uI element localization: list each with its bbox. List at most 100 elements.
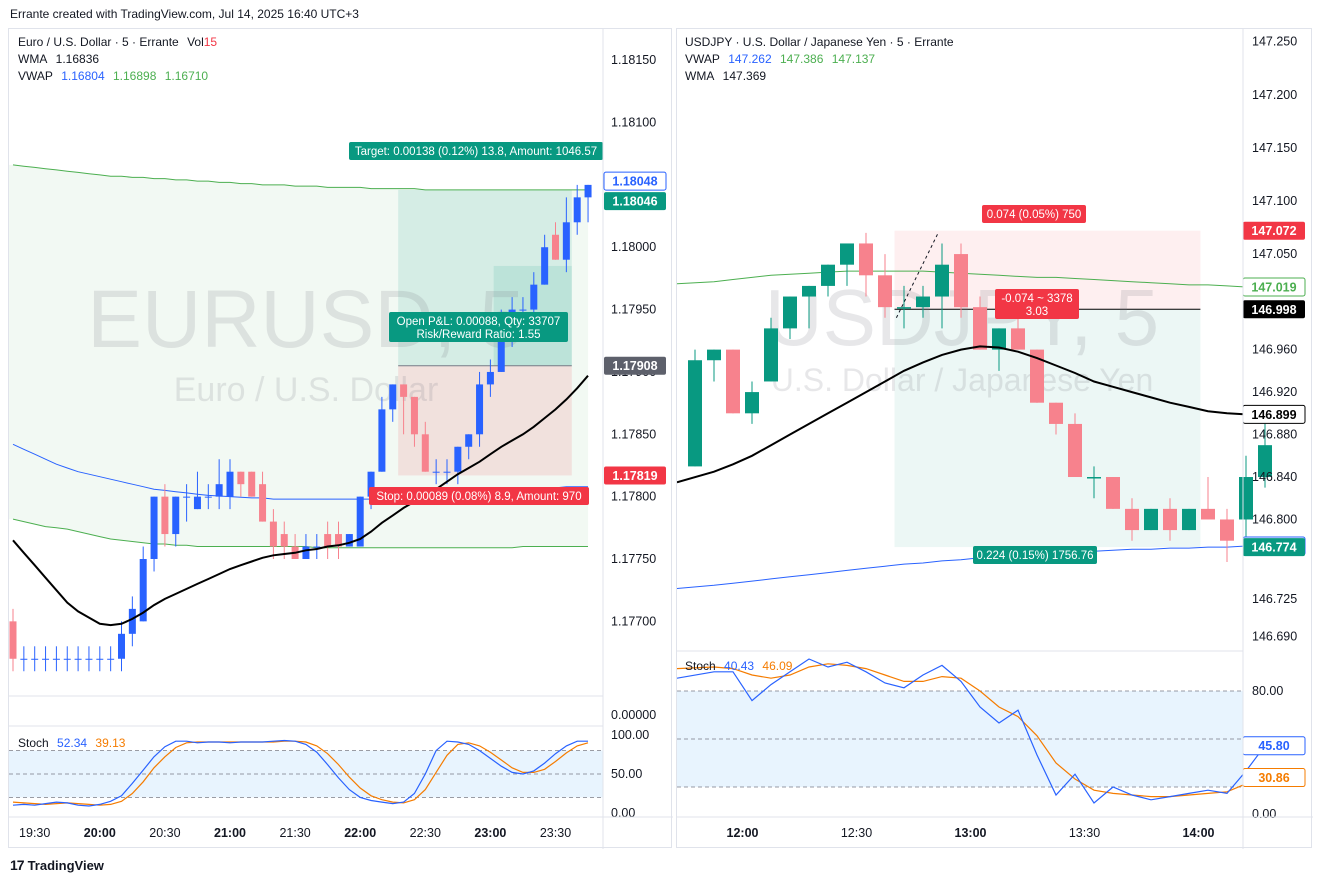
- eurusd-candle: [421, 434, 429, 472]
- usdjpy-candle: [1239, 477, 1253, 520]
- eurusd-candle: [562, 222, 570, 260]
- usdjpy-wma-row[interactable]: WMA 147.369: [685, 68, 954, 85]
- usdjpy-target-zone: [894, 309, 1201, 548]
- usdjpy-candle: [1068, 423, 1082, 478]
- usdjpy-vwap-row[interactable]: VWAP 147.262 147.386 147.137: [685, 51, 954, 68]
- footer-brand-text: TradingView: [27, 857, 104, 873]
- usdjpy-price-tick: 146.800: [1252, 512, 1297, 526]
- usdjpy-price-label: 146.774: [1251, 541, 1296, 555]
- usdjpy-candle: [859, 243, 873, 276]
- eurusd-candle: [107, 658, 115, 660]
- eurusd-stoch-label[interactable]: Stoch: [18, 736, 49, 750]
- usdjpy-candle: [973, 307, 987, 350]
- eurusd-legend-title-row: Euro / U.S. Dollar · 5 · Errante Vol15: [18, 34, 222, 51]
- usdjpy-stop-label-bg: [982, 205, 1086, 223]
- usdjpy-time-tick: 14:00: [1183, 826, 1215, 840]
- usdjpy-trend-arrow: [895, 232, 939, 318]
- usdjpy-stoch-label[interactable]: Stoch: [685, 659, 716, 673]
- usdjpy-legend-title[interactable]: USDJPY · U.S. Dollar / Japanese Yen · 5 …: [685, 35, 954, 49]
- usdjpy-candle: [897, 307, 911, 309]
- eurusd-candle: [486, 371, 494, 385]
- eurusd-wma-row[interactable]: WMA 1.16836: [18, 51, 222, 68]
- usdjpy-candle: [840, 243, 854, 265]
- eurusd-stop-label-bg: [369, 487, 589, 505]
- eurusd-candle: [96, 658, 104, 660]
- eurusd-candle: [248, 471, 256, 497]
- usdjpy-candle: [1030, 349, 1044, 403]
- eurusd-stoch-k-line: [12, 739, 588, 807]
- usdjpy-stop-label: 0.074 (0.05%) 750: [987, 209, 1082, 221]
- eurusd-vwap-lower-value: 1.16710: [164, 69, 209, 83]
- eurusd-legend-title[interactable]: Euro / U.S. Dollar · 5 · Errante: [18, 35, 179, 49]
- usdjpy-candle: [1011, 328, 1025, 350]
- usdjpy-open-pnl-label-line2: 3.03: [1026, 306, 1048, 318]
- usdjpy-price-tick: 147.100: [1252, 194, 1297, 208]
- eurusd-target-label-bg: [349, 142, 603, 160]
- eurusd-candle: [378, 409, 386, 472]
- usdjpy-wma-line: [677, 345, 1265, 484]
- eurusd-candle: [400, 384, 408, 397]
- usdjpy-chart-pane[interactable]: USDJPY, 5 U.S. Dollar / Japanese Yen 0.074…: [676, 28, 1313, 849]
- eurusd-candle: [476, 384, 484, 435]
- eurusd-price-label: 1.18048: [612, 175, 657, 189]
- eurusd-volume-axis-label: 0.00000: [611, 708, 656, 722]
- usdjpy-candle: [878, 275, 892, 308]
- eurusd-open-pnl-label-line2: Risk/Reward Ratio: 1.55: [417, 329, 541, 341]
- eurusd-price-label-bg: [604, 356, 666, 375]
- eurusd-candle: [215, 484, 223, 497]
- eurusd-wma-value: 1.16836: [55, 52, 100, 66]
- usdjpy-price-tick: 146.960: [1252, 343, 1297, 357]
- eurusd-target-label: Target: 0.00138 (0.12%) 13.8, Amount: 10…: [355, 146, 597, 158]
- eurusd-stop-label: Stop: 0.00089 (0.08%) 8.9, Amount: 970: [376, 491, 581, 503]
- eurusd-price-tick: 1.17950: [611, 303, 656, 317]
- usdjpy-open-pnl-label: -0.074 ~ 3378: [1001, 293, 1072, 305]
- usdjpy-candle: [802, 285, 816, 297]
- eurusd-stoch-legend: Stoch 52.34 39.13: [18, 735, 130, 752]
- eurusd-time-tick: 21:30: [279, 826, 310, 840]
- usdjpy-candle: [935, 264, 949, 297]
- eurusd-candle: [454, 446, 462, 472]
- eurusd-price-label: 1.17908: [612, 359, 657, 373]
- usdjpy-time-tick: 12:30: [841, 826, 872, 840]
- eurusd-open-pnl-label-bg: [389, 312, 568, 342]
- usdjpy-price-tick: 146.690: [1252, 629, 1297, 643]
- eurusd-vwap-row[interactable]: VWAP 1.16804 1.16898 1.16710: [18, 68, 222, 85]
- eurusd-candle: [42, 658, 50, 660]
- eurusd-time-tick: 21:00: [214, 826, 246, 840]
- eurusd-candle: [118, 633, 125, 659]
- eurusd-chart-pane[interactable]: EURUSD, 5 Euro / U.S. Dollar Target: 0.001…: [8, 28, 673, 849]
- usdjpy-price-tick: 146.840: [1252, 470, 1297, 484]
- usdjpy-wma-value: 147.369: [722, 69, 767, 83]
- eurusd-wma-label: WMA: [18, 52, 48, 66]
- eurusd-candle: [345, 534, 353, 547]
- eurusd-price-tick: 1.17850: [611, 427, 656, 441]
- usdjpy-target-label-bg: [973, 546, 1097, 564]
- eurusd-candle: [335, 534, 342, 547]
- eurusd-price-tick: 1.18100: [611, 116, 656, 130]
- eurusd-price-label: 1.17819: [612, 469, 657, 483]
- usdjpy-stoch-d-value: 46.09: [762, 659, 793, 673]
- eurusd-time-tick: 19:30: [19, 826, 50, 840]
- eurusd-candle: [356, 496, 364, 547]
- eurusd-candle: [465, 434, 473, 447]
- eurusd-time-tick: 23:00: [474, 826, 506, 840]
- eurusd-candle: [85, 658, 93, 660]
- eurusd-stoch-axis-tick: 0.00: [611, 806, 635, 820]
- usdjpy-price-label: 147.019: [1251, 280, 1296, 294]
- usdjpy-candle: [707, 349, 721, 361]
- eurusd-price-label-bg: [603, 171, 667, 191]
- usdjpy-open-pnl-label-bg: [995, 289, 1079, 319]
- usdjpy-chart-canvas[interactable]: USDJPY, 5U.S. Dollar / Japanese Yen0.074…: [677, 29, 1313, 849]
- footer-brand[interactable]: 17 TradingView: [10, 857, 104, 873]
- eurusd-candle: [237, 471, 245, 485]
- usdjpy-candle: [1125, 508, 1139, 531]
- eurusd-stoch-axis-tick: 50.00: [611, 767, 642, 781]
- eurusd-candle: [389, 384, 397, 410]
- eurusd-stoch-k-value: 52.34: [57, 736, 88, 750]
- eurusd-candle: [9, 621, 17, 659]
- usdjpy-vwap-upper-line: [677, 270, 1265, 288]
- eurusd-vwap-band: [9, 164, 589, 548]
- eurusd-candle: [410, 396, 418, 435]
- eurusd-time-tick: 22:00: [344, 826, 376, 840]
